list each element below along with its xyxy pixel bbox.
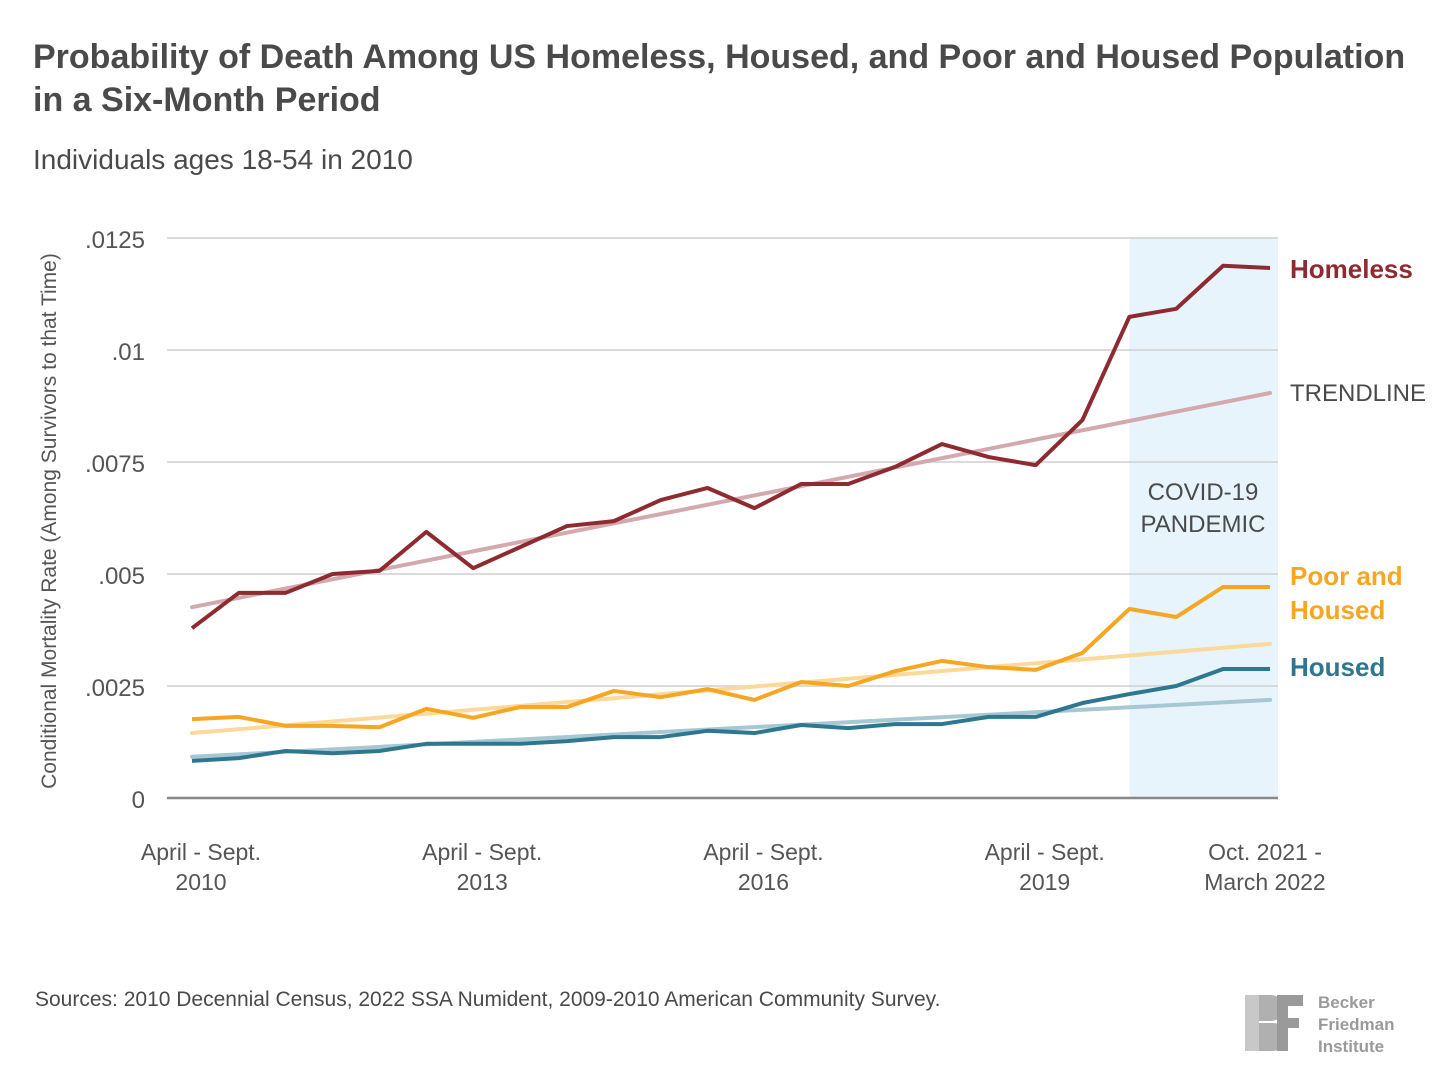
trendline-poor-and-housed [190, 641, 1272, 736]
logo-line: Friedman [1318, 1015, 1395, 1034]
x-tick-label: April - Sept. [703, 839, 823, 865]
series-line-homeless [190, 263, 1271, 630]
x-tick-label: April - Sept. [141, 839, 261, 865]
series-label: Poor and [1290, 561, 1403, 591]
source-note: Sources: 2010 Decennial Census, 2022 SSA… [35, 988, 941, 1011]
y-tick-label: .0125 [85, 227, 145, 254]
trendline-housed [190, 697, 1272, 759]
x-tick-label: 2013 [457, 869, 508, 895]
series-line-housed [191, 666, 1270, 763]
covid-label: COVID-19 [1148, 479, 1259, 506]
series-label: Housed [1290, 595, 1385, 625]
x-tick-label: 2019 [1019, 869, 1070, 895]
y-tick-label: .005 [98, 563, 145, 590]
series-label: Housed [1290, 652, 1385, 682]
bfi-logo-text: Becker Friedman Institute [1318, 992, 1395, 1058]
x-tick-label: 2016 [738, 869, 789, 895]
x-tick-label: March 2022 [1204, 869, 1325, 895]
covid-label: PANDEMIC [1141, 511, 1266, 538]
y-tick-label: .01 [112, 339, 145, 366]
y-tick-label: .0025 [85, 675, 145, 702]
bfi-logo: Becker Friedman Institute [1243, 992, 1443, 1056]
y-axis-label: Conditional Mortality Rate (Among Surviv… [38, 253, 61, 789]
x-tick-label: 2010 [175, 869, 226, 895]
chart-title: Probability of Death Among US Homeless, … [33, 38, 1406, 119]
logo-line: Becker [1318, 993, 1375, 1012]
series-label: Homeless [1290, 254, 1413, 284]
trendline-label: TRENDLINE [1290, 380, 1426, 407]
x-tick-label: Oct. 2021 - [1208, 839, 1322, 865]
bfi-logo-mark [1245, 995, 1303, 1051]
series-line-poor-and-housed [191, 584, 1270, 730]
x-tick-label: April - Sept. [422, 839, 542, 865]
y-tick-label: 0 [132, 787, 145, 814]
chart-subtitle: Individuals ages 18-54 in 2010 [33, 144, 413, 175]
x-tick-label: April - Sept. [985, 839, 1105, 865]
logo-line: Institute [1318, 1037, 1385, 1056]
y-tick-label: .0075 [85, 451, 145, 478]
